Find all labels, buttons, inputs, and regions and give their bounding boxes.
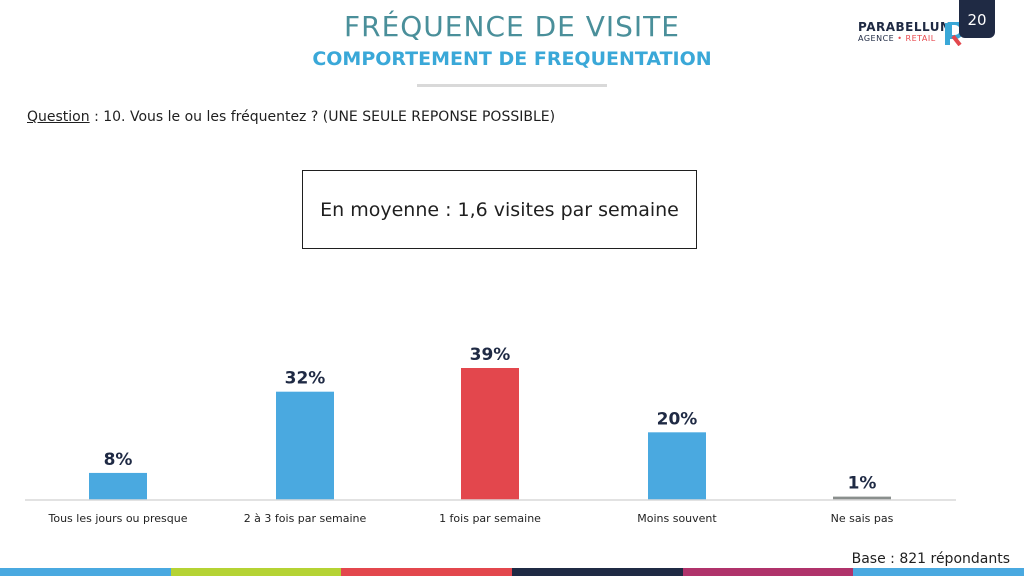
category-label-3: Moins souvent xyxy=(637,512,717,525)
value-label-2: 39% xyxy=(470,345,511,365)
category-label-1: 2 à 3 fois par semaine xyxy=(244,512,367,525)
logo: PARABELLUM AGENCE • RETAIL xyxy=(858,20,952,43)
page-number: 20 xyxy=(959,0,995,38)
question-text: : 10. Vous le ou les fréquentez ? (UNE S… xyxy=(89,109,556,125)
logo-tagline-left: AGENCE xyxy=(858,34,895,43)
logo-name: PARABELLUM xyxy=(858,20,953,34)
value-label-1: 32% xyxy=(285,369,326,389)
value-label-0: 8% xyxy=(104,450,133,470)
logo-tagline-right: RETAIL xyxy=(905,34,936,43)
bar-3 xyxy=(648,432,706,500)
strip-segment-1 xyxy=(170,568,342,576)
logo-tagline-sep: • xyxy=(894,34,906,43)
title-underline xyxy=(417,84,607,87)
strip-segment-5 xyxy=(853,568,1024,576)
value-label-4: 1% xyxy=(848,474,877,494)
strip-segment-0 xyxy=(0,568,171,576)
question-label: Question xyxy=(27,109,90,125)
labels: 8% Tous les jours ou presque 32% 2 à 3 fois… xyxy=(47,345,893,525)
bars xyxy=(89,368,891,500)
bar-1 xyxy=(276,391,334,500)
bar-0 xyxy=(89,472,147,500)
bar-chart: 8% Tous les jours ou presque 32% 2 à 3 fois… xyxy=(25,345,956,525)
footer-color-strip xyxy=(0,568,1024,576)
bar-2 xyxy=(461,368,519,500)
average-callout-box: En moyenne : 1,6 visites par semaine xyxy=(302,170,697,249)
category-label-2: 1 fois par semaine xyxy=(439,512,541,525)
strip-segment-2 xyxy=(341,568,513,576)
strip-segment-4 xyxy=(682,568,854,576)
bar-4 xyxy=(833,496,891,500)
page-subtitle: COMPORTEMENT DE FREQUENTATION xyxy=(312,48,712,70)
category-label-4: Ne sais pas xyxy=(831,512,894,525)
category-label-0: Tous les jours ou presque xyxy=(47,512,187,525)
strip-segment-3 xyxy=(512,568,683,576)
question: Question : 10. Vous le ou les fréquentez… xyxy=(27,109,555,125)
value-label-3: 20% xyxy=(657,409,698,429)
base-note: Base : 821 répondants xyxy=(851,551,1010,567)
logo-tagline: AGENCE • RETAIL xyxy=(858,34,952,43)
average-callout-text: En moyenne : 1,6 visites par semaine xyxy=(320,198,679,221)
page-title: FRÉQUENCE DE VISITE xyxy=(344,10,680,43)
